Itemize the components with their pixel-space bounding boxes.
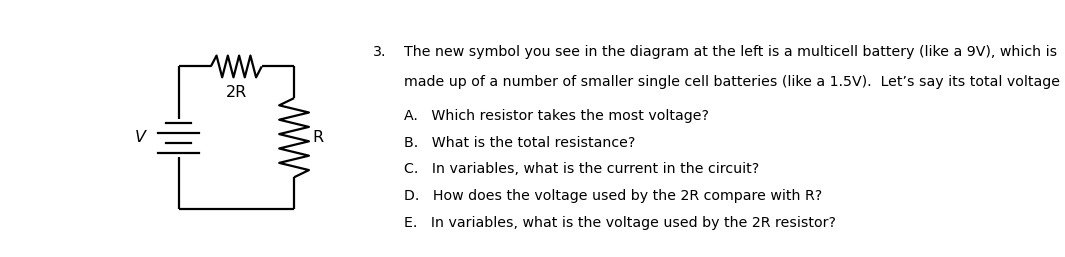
Text: V: V bbox=[134, 130, 146, 145]
Text: The new symbol you see in the diagram at the left is a multicell battery (like a: The new symbol you see in the diagram at… bbox=[404, 45, 1056, 59]
Text: R: R bbox=[312, 130, 324, 145]
Text: made up of a number of smaller single cell batteries (like a 1.5V).  Let’s say i: made up of a number of smaller single ce… bbox=[404, 75, 1065, 89]
Text: B.   What is the total resistance?: B. What is the total resistance? bbox=[404, 136, 635, 150]
Text: D.   How does the voltage used by the 2R compare with R?: D. How does the voltage used by the 2R c… bbox=[404, 189, 822, 203]
Text: A.   Which resistor takes the most voltage?: A. Which resistor takes the most voltage… bbox=[404, 109, 709, 123]
Text: 2R: 2R bbox=[226, 85, 247, 100]
Text: 3.: 3. bbox=[373, 45, 386, 59]
Text: E.   In variables, what is the voltage used by the 2R resistor?: E. In variables, what is the voltage use… bbox=[404, 216, 836, 230]
Text: C.   In variables, what is the current in the circuit?: C. In variables, what is the current in … bbox=[404, 162, 759, 177]
